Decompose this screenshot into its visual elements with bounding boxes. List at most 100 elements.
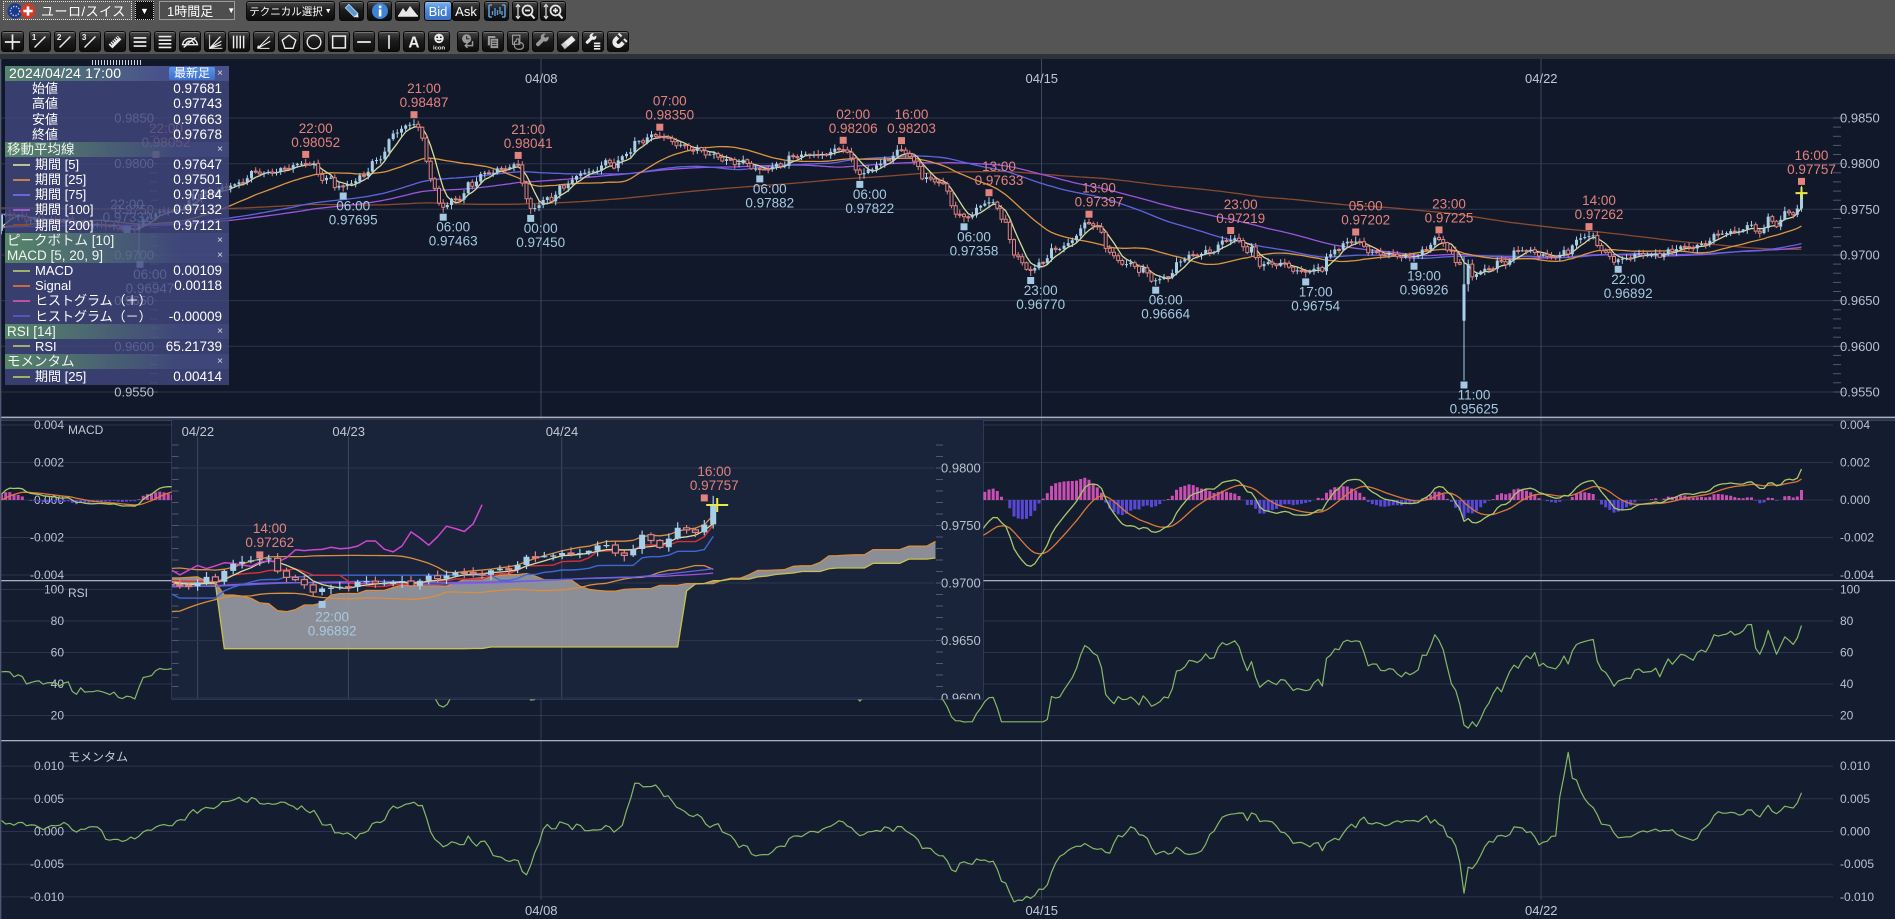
- svg-text:40: 40: [1840, 677, 1854, 691]
- svg-text:16:00: 16:00: [895, 107, 929, 122]
- svg-text:00:00: 00:00: [524, 221, 558, 236]
- svg-text:14:00: 14:00: [1582, 193, 1616, 208]
- svg-text:0.98350: 0.98350: [645, 108, 694, 123]
- svg-text:0.97633: 0.97633: [975, 173, 1024, 188]
- svg-text:0.98041: 0.98041: [504, 136, 553, 151]
- svg-text:-0.004: -0.004: [30, 568, 64, 582]
- svg-text:22:00: 22:00: [299, 121, 333, 136]
- svg-text:0.000: 0.000: [34, 493, 64, 507]
- svg-text:0.004: 0.004: [34, 418, 64, 432]
- svg-text:0.97757: 0.97757: [690, 478, 739, 493]
- svg-text:2: 2: [57, 33, 62, 42]
- svg-text:0.96770: 0.96770: [1016, 297, 1065, 312]
- svg-text:0.004: 0.004: [1840, 418, 1870, 432]
- svg-text:06:00: 06:00: [336, 199, 370, 214]
- svg-text:17:00: 17:00: [1299, 284, 1333, 299]
- svg-text:23:00: 23:00: [1224, 197, 1258, 212]
- svg-text:0.96754: 0.96754: [1291, 298, 1340, 313]
- svg-text:0.9750: 0.9750: [941, 518, 981, 533]
- svg-text:04/22: 04/22: [1525, 71, 1558, 86]
- svg-text:0.010: 0.010: [34, 759, 64, 773]
- svg-text:0.97225: 0.97225: [1425, 210, 1474, 225]
- svg-text:0.96926: 0.96926: [1400, 283, 1449, 298]
- svg-text:0.97463: 0.97463: [429, 234, 478, 249]
- svg-text:100: 100: [44, 583, 64, 597]
- svg-text:0.005: 0.005: [34, 792, 64, 806]
- svg-text:20: 20: [1840, 709, 1854, 723]
- svg-text:06:00: 06:00: [436, 220, 470, 235]
- svg-text:13:00: 13:00: [982, 159, 1016, 174]
- svg-text:-0.010: -0.010: [1840, 890, 1874, 904]
- svg-text:0.002: 0.002: [1840, 456, 1870, 470]
- svg-text:21:00: 21:00: [511, 122, 545, 137]
- svg-text:20: 20: [51, 709, 65, 723]
- svg-text:80: 80: [51, 614, 65, 628]
- svg-text:0.9850: 0.9850: [1840, 111, 1880, 126]
- svg-text:22:00: 22:00: [315, 609, 349, 624]
- svg-text:04/15: 04/15: [1026, 71, 1059, 86]
- svg-text:0.9550: 0.9550: [114, 385, 154, 400]
- svg-text:100: 100: [1840, 583, 1860, 597]
- svg-text:0.97262: 0.97262: [245, 535, 294, 550]
- svg-text:0.97358: 0.97358: [950, 243, 999, 258]
- svg-text:0.9800: 0.9800: [941, 461, 981, 476]
- svg-text:13:00: 13:00: [1082, 181, 1116, 196]
- svg-text:05:00: 05:00: [1349, 199, 1383, 214]
- svg-text:0.97397: 0.97397: [1075, 195, 1124, 210]
- svg-text:19:00: 19:00: [1407, 269, 1441, 284]
- svg-text:0.96892: 0.96892: [1604, 286, 1653, 301]
- svg-text:23:00: 23:00: [1024, 283, 1058, 298]
- svg-text:60: 60: [1840, 646, 1854, 660]
- svg-text:0.98052: 0.98052: [291, 135, 340, 150]
- svg-text:0.97822: 0.97822: [845, 201, 894, 216]
- svg-text:0.9700: 0.9700: [941, 576, 981, 591]
- svg-text:06:00: 06:00: [753, 181, 787, 196]
- svg-text:0.010: 0.010: [1840, 759, 1870, 773]
- svg-text:07:00: 07:00: [653, 94, 687, 109]
- svg-text:02:00: 02:00: [836, 107, 870, 122]
- svg-text:16:00: 16:00: [1795, 148, 1829, 163]
- svg-text:0.98206: 0.98206: [829, 121, 878, 136]
- svg-text:0.9550: 0.9550: [1840, 385, 1880, 400]
- svg-text:MACD: MACD: [68, 423, 104, 437]
- svg-text:0.97882: 0.97882: [745, 195, 794, 210]
- svg-text:-0.004: -0.004: [1840, 568, 1874, 582]
- svg-text:04/15: 04/15: [1026, 903, 1059, 918]
- svg-text:0.9700: 0.9700: [1840, 248, 1880, 263]
- svg-text:-0.005: -0.005: [1840, 857, 1874, 871]
- svg-text:04/22: 04/22: [182, 424, 215, 439]
- svg-text:0.97450: 0.97450: [516, 235, 565, 250]
- svg-text:icon: icon: [433, 45, 446, 51]
- svg-text:0.95625: 0.95625: [1450, 402, 1499, 417]
- svg-text:0.000: 0.000: [1840, 825, 1870, 839]
- svg-text:04/08: 04/08: [525, 903, 558, 918]
- svg-text:06:00: 06:00: [957, 229, 991, 244]
- svg-text:0.000: 0.000: [34, 825, 64, 839]
- svg-text:0.97219: 0.97219: [1216, 211, 1265, 226]
- svg-text:0.98203: 0.98203: [887, 121, 936, 136]
- svg-text:-0.005: -0.005: [30, 857, 64, 871]
- svg-text:0.9650: 0.9650: [1840, 293, 1880, 308]
- svg-text:0.96892: 0.96892: [308, 623, 357, 638]
- svg-text:0.9650: 0.9650: [941, 633, 981, 648]
- svg-text:0.002: 0.002: [34, 456, 64, 470]
- svg-text:23:00: 23:00: [1432, 196, 1466, 211]
- svg-text:0.9800: 0.9800: [1840, 156, 1880, 171]
- svg-text:0.000: 0.000: [1840, 493, 1870, 507]
- svg-text:0.97262: 0.97262: [1575, 207, 1624, 222]
- svg-text:RSI: RSI: [68, 586, 88, 600]
- svg-text:モメンタム: モメンタム: [68, 750, 128, 764]
- svg-text:0.9600: 0.9600: [1840, 339, 1880, 354]
- svg-text:0.9600: 0.9600: [941, 691, 981, 706]
- svg-text:22:00: 22:00: [1611, 272, 1645, 287]
- svg-text:80: 80: [1840, 614, 1854, 628]
- svg-text:0.005: 0.005: [1840, 792, 1870, 806]
- svg-text:0.97202: 0.97202: [1341, 213, 1390, 228]
- svg-text:60: 60: [51, 646, 65, 660]
- svg-text:11:00: 11:00: [1458, 388, 1491, 403]
- svg-text:3: 3: [82, 33, 87, 42]
- svg-text:0.96664: 0.96664: [1141, 307, 1190, 322]
- svg-text:16:00: 16:00: [697, 464, 731, 479]
- svg-text:04/22: 04/22: [1525, 903, 1558, 918]
- svg-text:04/24: 04/24: [546, 424, 579, 439]
